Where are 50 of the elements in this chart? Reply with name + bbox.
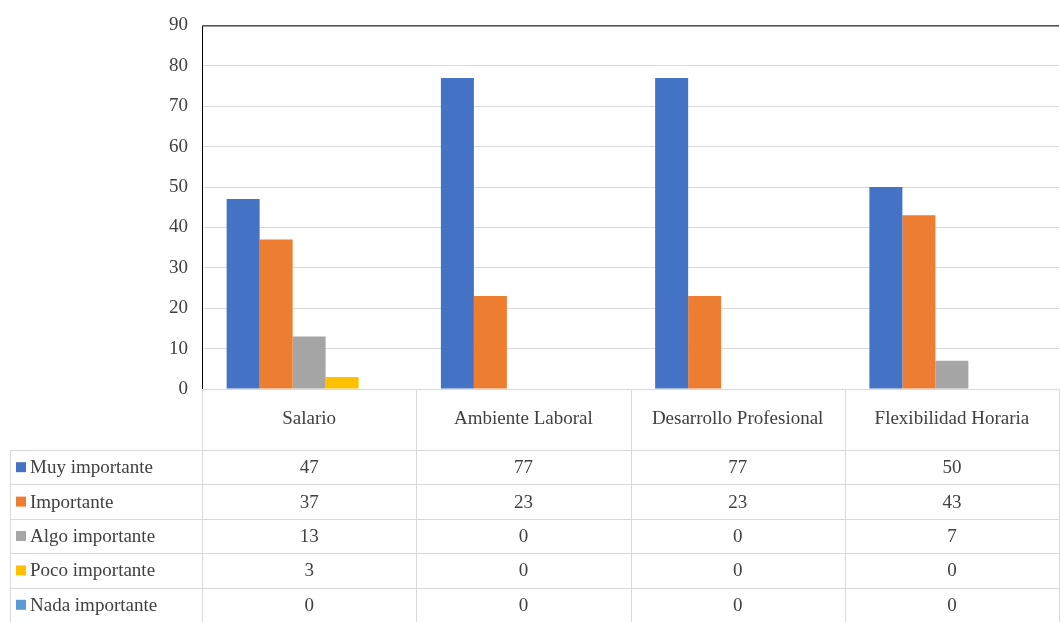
legend-label: Algo importante [30,524,156,546]
legend-label: Importante [30,490,114,512]
bar [902,215,936,389]
y-tick-label: 0 [178,376,188,398]
data-label: 50 [942,456,962,478]
bar [259,239,293,389]
data-label: 43 [942,490,962,512]
x-tick-label: Ambiente Laboral [453,407,593,429]
data-label: 0 [947,559,957,581]
data-label: 0 [732,524,743,546]
data-label: 7 [947,524,957,546]
data-label: 0 [732,593,743,615]
x-tick-label: Flexibilidad Horaria [874,407,1030,429]
bar [655,77,689,389]
data-label: 23 [513,490,533,512]
x-tick-label: Desarrollo Profesional [651,407,824,429]
data-label: 0 [518,524,529,546]
y-tick-label: 70 [169,94,188,116]
y-tick-label: 50 [169,174,188,196]
data-label: 0 [304,593,314,615]
data-label: 0 [518,559,529,581]
data-label: 0 [518,593,529,615]
bar [226,199,260,389]
y-tick-label: 60 [169,134,188,156]
y-tick-label: 20 [169,296,188,318]
y-tick-label: 30 [169,255,188,277]
data-label: 37 [299,490,319,512]
data-label: 3 [304,559,314,581]
legend-label: Poco importante [30,559,156,581]
bar [440,77,474,389]
data-label: 0 [732,559,743,581]
y-tick-label: 10 [169,336,188,358]
y-tick-label: 90 [169,13,188,35]
y-tick-label: 40 [169,215,188,237]
data-label: 0 [947,593,957,615]
y-tick-label: 80 [169,53,188,75]
bar [473,296,507,389]
bar [869,187,903,389]
data-label: 77 [728,456,748,478]
data-label: 77 [513,456,533,478]
legend-label: Muy importante [30,456,153,478]
data-label: 47 [299,456,319,478]
legend-label: Nada importante [30,593,158,615]
data-label: 23 [728,490,748,512]
bar [688,296,722,389]
bar [935,360,969,389]
x-tick-label: Salario [282,407,337,429]
bar [325,376,359,389]
data-label: 13 [299,524,319,546]
bar [292,336,326,389]
